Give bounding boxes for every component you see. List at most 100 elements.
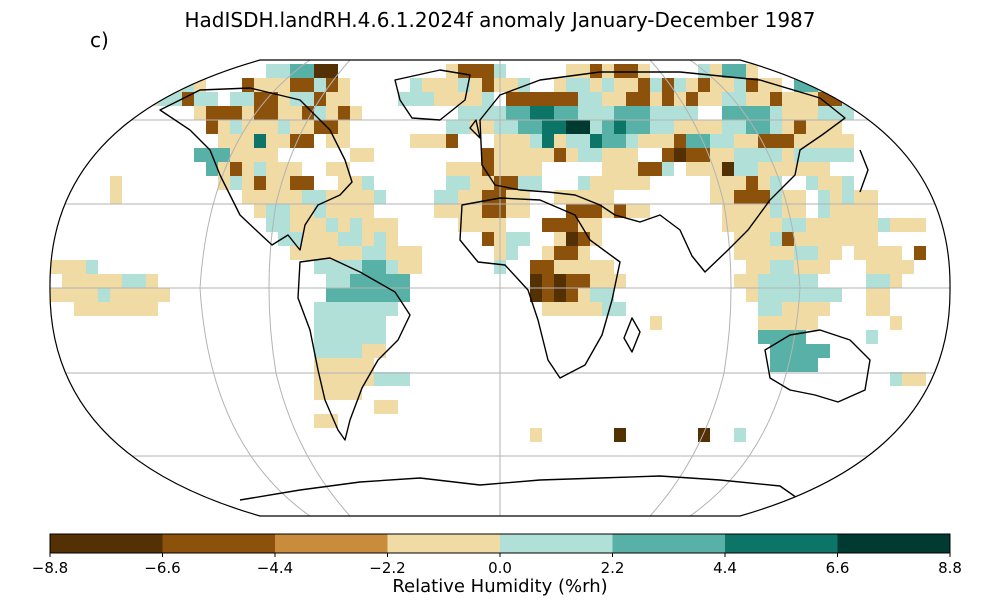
anomaly-cell <box>542 260 554 274</box>
anomaly-cell <box>350 218 362 232</box>
anomaly-cell <box>422 92 434 106</box>
anomaly-cell <box>374 260 386 274</box>
anomaly-cell <box>566 106 578 120</box>
anomaly-cell <box>554 190 566 204</box>
anomaly-cell <box>746 106 758 120</box>
anomaly-cell <box>326 78 338 92</box>
anomaly-cell <box>626 176 638 190</box>
anomaly-cell <box>818 288 830 302</box>
anomaly-cell <box>830 64 842 78</box>
anomaly-cell <box>674 120 686 134</box>
anomaly-cell <box>842 190 854 204</box>
colorbar-tick-label: −8.8 <box>32 559 68 577</box>
anomaly-cell <box>734 148 746 162</box>
anomaly-cell <box>350 344 362 358</box>
graticule-meridian <box>689 60 801 516</box>
anomaly-cell <box>254 162 266 176</box>
anomaly-cell <box>698 78 710 92</box>
anomaly-cell <box>242 148 254 162</box>
anomaly-cell <box>350 204 362 218</box>
anomaly-cell <box>650 92 662 106</box>
anomaly-cell <box>290 162 302 176</box>
colorbar-tick-label: 6.6 <box>826 559 850 577</box>
anomaly-cell <box>770 204 782 218</box>
anomaly-cell <box>758 316 770 330</box>
anomaly-cell <box>854 246 866 260</box>
anomaly-grid-cells <box>50 64 926 442</box>
anomaly-cell <box>722 162 734 176</box>
anomaly-cell <box>554 232 566 246</box>
anomaly-cell <box>86 288 98 302</box>
anomaly-cell <box>674 106 686 120</box>
anomaly-cell <box>482 64 494 78</box>
anomaly-cell <box>746 148 758 162</box>
graticule-meridian <box>649 60 732 516</box>
anomaly-cell <box>350 288 362 302</box>
anomaly-cell <box>230 162 242 176</box>
anomaly-cell <box>854 92 866 106</box>
anomaly-cell <box>326 106 338 120</box>
anomaly-cell <box>878 288 890 302</box>
anomaly-cell <box>86 302 98 316</box>
anomaly-cell <box>326 260 338 274</box>
anomaly-cell <box>806 358 818 372</box>
anomaly-cell <box>614 302 626 316</box>
anomaly-cell <box>626 64 638 78</box>
anomaly-cell <box>674 148 686 162</box>
anomaly-cell <box>302 78 314 92</box>
anomaly-cell <box>482 176 494 190</box>
anomaly-cell <box>326 162 338 176</box>
anomaly-cell <box>194 106 206 120</box>
anomaly-cell <box>530 120 542 134</box>
anomaly-cell <box>770 148 782 162</box>
anomaly-cell <box>806 162 818 176</box>
anomaly-cell <box>170 92 182 106</box>
anomaly-cell <box>818 134 830 148</box>
anomaly-cell <box>710 148 722 162</box>
anomaly-cell <box>242 162 254 176</box>
anomaly-cell <box>578 204 590 218</box>
anomaly-cell <box>866 246 878 260</box>
anomaly-cell <box>746 246 758 260</box>
anomaly-cell <box>374 218 386 232</box>
anomaly-cell <box>602 78 614 92</box>
anomaly-cell <box>590 106 602 120</box>
anomaly-cell <box>590 274 602 288</box>
anomaly-cell <box>650 120 662 134</box>
anomaly-cell <box>242 92 254 106</box>
anomaly-cell <box>770 232 782 246</box>
anomaly-cell <box>578 274 590 288</box>
anomaly-cell <box>326 232 338 246</box>
anomaly-cell <box>362 218 374 232</box>
anomaly-cell <box>602 176 614 190</box>
anomaly-cell <box>446 92 458 106</box>
anomaly-cell <box>686 162 698 176</box>
anomaly-cell <box>386 302 398 316</box>
anomaly-cell <box>902 260 914 274</box>
anomaly-cell <box>794 358 806 372</box>
anomaly-cell <box>386 274 398 288</box>
coastline-africa <box>459 197 621 379</box>
anomaly-cell <box>698 92 710 106</box>
anomaly-cell <box>626 106 638 120</box>
anomaly-cell <box>350 358 362 372</box>
anomaly-cell <box>62 260 74 274</box>
anomaly-cell <box>446 134 458 148</box>
anomaly-cell <box>242 120 254 134</box>
anomaly-cell <box>746 190 758 204</box>
anomaly-cell <box>746 162 758 176</box>
anomaly-cell <box>734 120 746 134</box>
anomaly-cell <box>578 232 590 246</box>
anomaly-cell <box>482 106 494 120</box>
anomaly-cell <box>626 78 638 92</box>
anomaly-cell <box>314 218 326 232</box>
anomaly-cell <box>818 176 830 190</box>
anomaly-cell <box>554 106 566 120</box>
anomaly-cell <box>866 218 878 232</box>
anomaly-cell <box>230 120 242 134</box>
anomaly-cell <box>602 92 614 106</box>
colorbar-swatch <box>500 534 613 553</box>
anomaly-cell <box>362 190 374 204</box>
colorbar-tick-label: 2.2 <box>601 559 625 577</box>
map-title: HadISDH.landRH.4.6.1.2024f anomaly Janua… <box>184 8 816 32</box>
